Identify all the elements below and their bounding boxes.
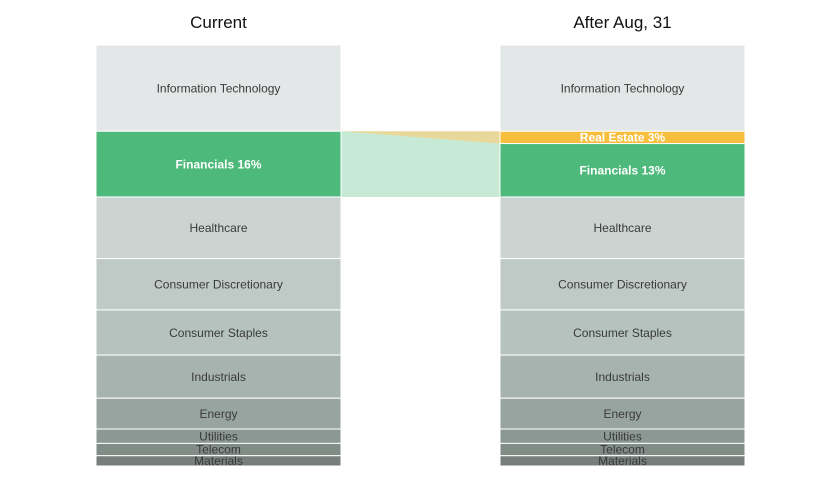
segment-materials bbox=[499, 455, 746, 467]
segment-label: Energy bbox=[603, 407, 641, 421]
segment-financials-16 bbox=[95, 130, 342, 198]
segment-label: Energy bbox=[199, 407, 237, 421]
segment-label: Consumer Staples bbox=[169, 326, 268, 340]
column-after-aug-31: After Aug, 31 Information Technology Real … bbox=[499, 13, 746, 468]
column-title: Current bbox=[190, 13, 247, 32]
segment-label: Financials 13% bbox=[579, 164, 665, 178]
segment-label: Financials 16% bbox=[175, 157, 261, 171]
segment-label: Materials bbox=[194, 454, 243, 468]
segment-financials-13 bbox=[499, 143, 746, 198]
segment-healthcare bbox=[95, 196, 342, 260]
segment-consumer-discretionary bbox=[499, 258, 746, 311]
segment-label: Consumer Discretionary bbox=[154, 278, 283, 292]
segment-consumer-staples bbox=[499, 309, 746, 356]
segment-energy bbox=[95, 397, 342, 430]
segment-label: Information Technology bbox=[561, 81, 685, 95]
segment-label: Telecom bbox=[600, 443, 645, 457]
connector-financials-16-to-financials-13 bbox=[341, 131, 500, 197]
segment-label: Materials bbox=[598, 454, 647, 468]
segment-label: Industrials bbox=[595, 370, 650, 384]
segment-label: Industrials bbox=[191, 370, 246, 384]
segment-label: Consumer Discretionary bbox=[558, 278, 687, 292]
segment-consumer-discretionary bbox=[95, 258, 342, 311]
segment-industrials bbox=[499, 354, 746, 399]
segment-label: Consumer Staples bbox=[573, 326, 672, 340]
segment-information-technology bbox=[95, 44, 342, 132]
segment-label: Healthcare bbox=[593, 221, 651, 235]
segment-label: Telecom bbox=[196, 443, 241, 457]
segment-label: Information Technology bbox=[157, 81, 281, 95]
segment-label: Healthcare bbox=[189, 221, 247, 235]
segment-label: Utilities bbox=[603, 430, 642, 444]
segment-energy bbox=[499, 397, 746, 430]
segment-label: Real Estate 3% bbox=[580, 130, 666, 144]
segment-label: Utilities bbox=[199, 430, 238, 444]
column-title: After Aug, 31 bbox=[573, 13, 671, 32]
column-current: Current Information Technology Financials … bbox=[95, 13, 342, 468]
connector-group bbox=[341, 131, 500, 197]
segment-materials bbox=[95, 455, 342, 467]
segment-healthcare bbox=[499, 196, 746, 260]
